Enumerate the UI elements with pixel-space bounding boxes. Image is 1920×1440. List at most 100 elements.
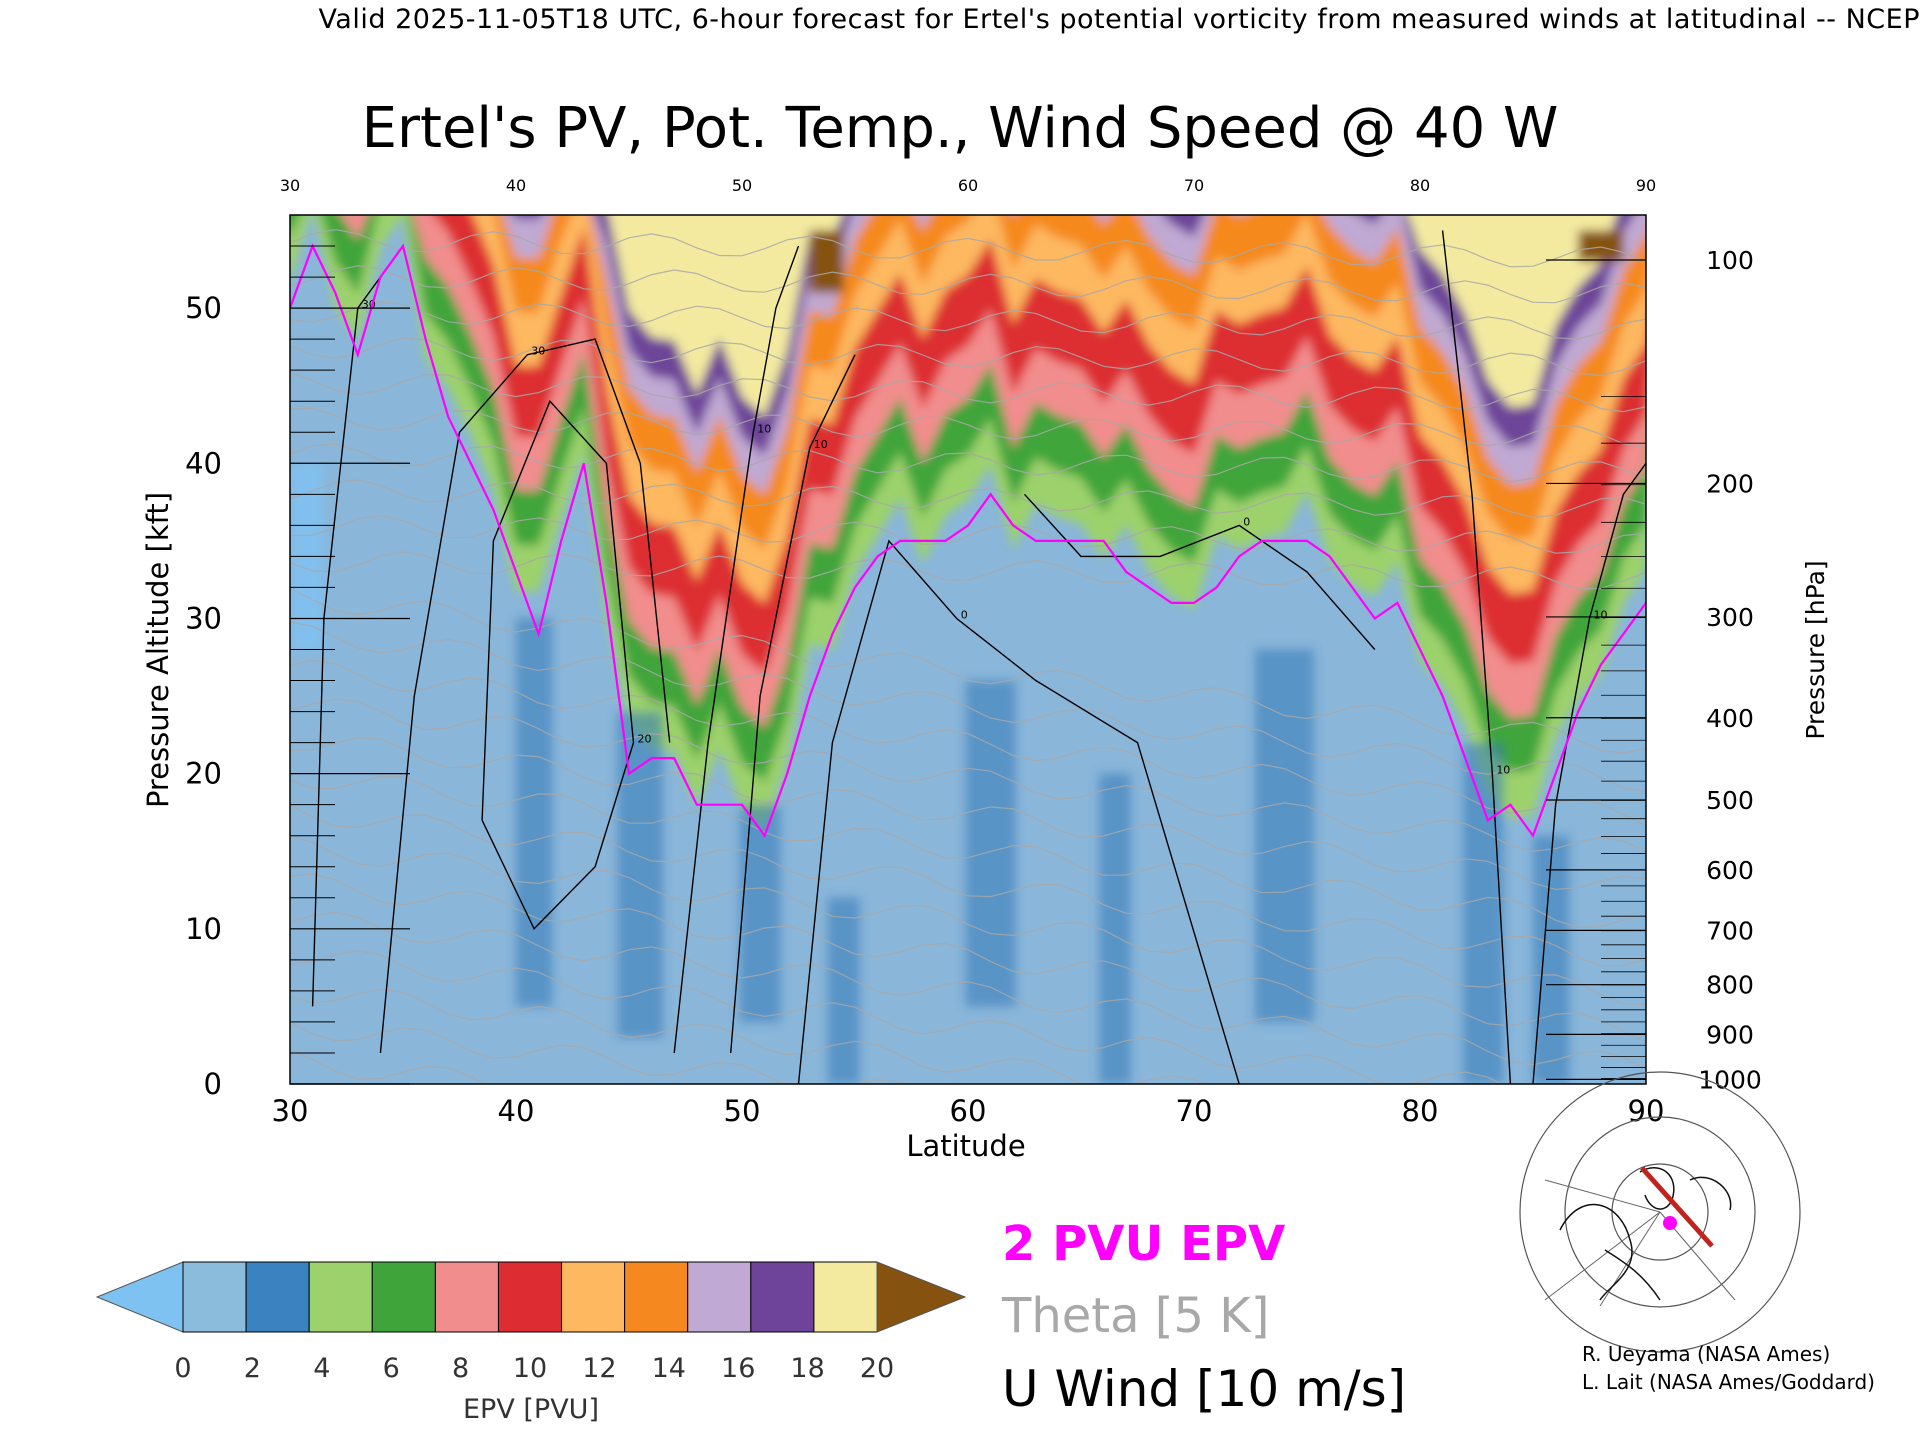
- u-wind-contour-line: [730, 354, 856, 1054]
- y-tick-label: 10: [185, 912, 222, 946]
- colorbar-tick-label: 8: [452, 1353, 469, 1384]
- x-tick-label-top: 80: [1410, 176, 1430, 195]
- inset-lat-circle-outer: [1519, 1071, 1801, 1353]
- x-tick-label-top: 30: [280, 176, 300, 195]
- u-wind-contour-label: 0: [1243, 515, 1250, 528]
- theta-contour-line: [290, 835, 1646, 1006]
- theta-contour-line: [290, 588, 1646, 754]
- y-tick-label: 40: [185, 446, 222, 480]
- u-wind-contour-label: 0: [961, 608, 968, 621]
- epv-band-18-20: [608, 215, 1617, 418]
- pressure-tick-label: 700: [1706, 916, 1754, 945]
- inset-meridian: [1544, 1179, 1661, 1213]
- theta-contours: [290, 228, 1646, 1084]
- theta-contour-line: [290, 443, 1646, 483]
- u-wind-contour-label: 10: [757, 422, 771, 435]
- x-tick-label: 80: [1402, 1094, 1439, 1128]
- theta-contour-line: [290, 515, 1646, 554]
- colorbar-swatch: [624, 1261, 689, 1333]
- pressure-tick-label: 300: [1706, 603, 1754, 632]
- theta-contour-line: [290, 775, 1646, 929]
- colorbar-tick-label: 18: [790, 1353, 824, 1384]
- theta-contour-line: [290, 698, 1646, 853]
- legend-theta: Theta [5 K]: [1002, 1288, 1270, 1344]
- epv-low-streak: [1255, 649, 1314, 1022]
- u-wind-contour-line: [1441, 230, 1512, 1084]
- x-tick-label: 40: [498, 1094, 535, 1128]
- cross-section-path: [1640, 1166, 1714, 1248]
- colorbar-tick-label: 20: [860, 1353, 894, 1384]
- chart-title: Ertel's PV, Pot. Temp., Wind Speed @ 40 …: [361, 96, 1559, 161]
- inset-polar-map: [1519, 1071, 1801, 1353]
- inset-meridian: [1599, 1211, 1661, 1307]
- x-tick-label: 30: [272, 1094, 309, 1128]
- cross-section-marker: [1663, 1216, 1677, 1230]
- epv-low-streak: [1099, 773, 1131, 1084]
- u-wind-contour-line: [797, 539, 1240, 1084]
- legend-u-wind: U Wind [10 m/s]: [1002, 1360, 1407, 1418]
- legend-2pvu-epv: 2 PVU EPV: [1002, 1216, 1286, 1272]
- u-wind-contour-line: [1023, 493, 1376, 650]
- x-axis-label: Latitude: [906, 1129, 1025, 1163]
- pressure-tick-label: 400: [1706, 704, 1754, 733]
- colorbar-tick-label: 12: [582, 1353, 616, 1384]
- theta-contour-line: [290, 911, 1646, 1070]
- two-pvu-line: [290, 243, 1646, 839]
- theta-contour-line: [290, 737, 1646, 891]
- x-tick-label: 90: [1628, 1094, 1665, 1128]
- valid-time-header: Valid 2025-11-05T18 UTC, 6-hour forecast…: [318, 4, 1920, 35]
- theta-contour-line: [290, 337, 1646, 377]
- colorbar-swatch: [497, 1261, 563, 1333]
- y-tick-label: 30: [185, 601, 222, 635]
- inset-lat-circle-mid: [1564, 1116, 1756, 1308]
- colorbar-swatch: [308, 1261, 373, 1333]
- x-tick-label-top: 40: [506, 176, 526, 195]
- colorbar-swatch: [182, 1261, 247, 1333]
- theta-contour-line: [290, 950, 1503, 1084]
- colorbar-over-arrow: [876, 1261, 967, 1333]
- credit-line-1: R. Ueyama (NASA Ames): [1582, 1342, 1831, 1366]
- colorbar-tick-label: 0: [174, 1353, 191, 1384]
- y-tick-label: 50: [185, 291, 222, 325]
- theta-contour-line: [290, 479, 1646, 519]
- theta-contour-line: [290, 407, 1646, 449]
- x-tick-label-top: 70: [1184, 176, 1204, 195]
- colorbar-swatch: [813, 1261, 878, 1333]
- colorbar-tick-label: 10: [513, 1353, 547, 1384]
- colorbar-swatch: [371, 1261, 436, 1333]
- epv-colorbar: 0 2 4 6 8 10 12 14 16 18 20: [95, 1261, 967, 1384]
- inset-meridian: [1544, 1211, 1661, 1301]
- epv-low-streak: [827, 897, 860, 1084]
- theta-contour-line: [290, 228, 1646, 268]
- x-tick-label-top: 60: [958, 176, 978, 195]
- colorbar-label: EPV [PVU]: [463, 1394, 599, 1425]
- pressure-tick-label: 1000: [1698, 1065, 1762, 1094]
- y-axis-label-left: Pressure Altitude [kft]: [141, 492, 175, 808]
- credit-line-2: L. Lait (NASA Ames/Goddard): [1582, 1370, 1875, 1394]
- epv-above-max-patch: [1578, 230, 1624, 262]
- theta-contour-line: [290, 1021, 906, 1084]
- y-tick-label: 20: [185, 757, 222, 791]
- y-axis-label-right: Pressure [hPa]: [1801, 560, 1830, 739]
- pressure-tick-label: 200: [1706, 469, 1754, 498]
- u-wind-contour-label: 10: [1496, 764, 1510, 777]
- colorbar-swatch: [434, 1261, 499, 1333]
- inset-map-background: [1540, 1154, 1740, 1304]
- theta-contour-line: [290, 804, 1646, 967]
- u-wind-contour-label: 10: [814, 438, 828, 451]
- inset-lat-circle-inner: [1611, 1163, 1709, 1261]
- x-tick-label: 60: [950, 1094, 987, 1128]
- theta-contour-line: [290, 988, 1205, 1084]
- two-pvu-line-group: [290, 243, 1646, 839]
- colorbar-tick-label: 6: [383, 1353, 400, 1384]
- epv-above-max-patch: [809, 230, 844, 293]
- u-wind-contour-label: 20: [638, 733, 652, 746]
- x-tick-label: 50: [724, 1094, 761, 1128]
- colorbar-tick-label: 14: [652, 1353, 686, 1384]
- colorbar-swatch: [245, 1261, 310, 1333]
- epv-low-streak: [965, 680, 1016, 1007]
- pressure-tick-label: 600: [1706, 856, 1754, 885]
- x-tick-label: 70: [1176, 1094, 1213, 1128]
